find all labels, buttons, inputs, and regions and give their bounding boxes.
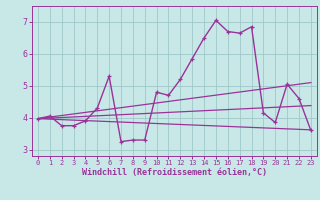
- X-axis label: Windchill (Refroidissement éolien,°C): Windchill (Refroidissement éolien,°C): [82, 168, 267, 177]
